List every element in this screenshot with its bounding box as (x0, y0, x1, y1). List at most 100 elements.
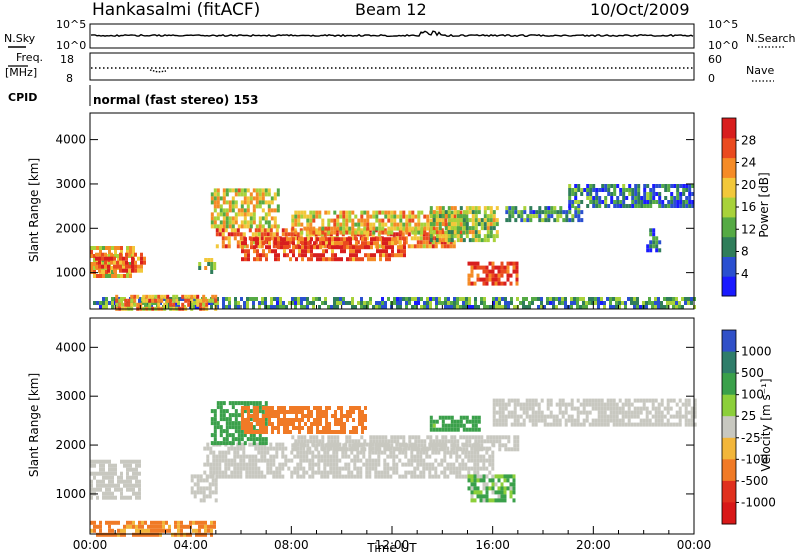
heatmap-cell (482, 498, 486, 503)
heatmap-cell (196, 490, 200, 495)
heatmap-cell (110, 260, 113, 265)
heatmap-cell (218, 450, 222, 455)
heatmap-cell (257, 450, 261, 455)
heatmap-cell (204, 258, 208, 262)
heatmap-cell (480, 238, 484, 243)
heatmap-cell (359, 450, 363, 455)
heatmap-cell (622, 204, 626, 208)
heatmap-cell (198, 520, 201, 525)
heatmap-cell (639, 305, 642, 309)
heatmap-cell (476, 462, 480, 467)
heatmap-cell (546, 398, 550, 403)
heatmap-cell (369, 447, 373, 452)
heatmap-cell (438, 439, 442, 444)
heatmap-cell (128, 252, 131, 257)
heatmap-cell (177, 520, 180, 525)
heatmap-cell (588, 410, 592, 415)
heatmap-cell (134, 260, 137, 265)
heatmap-cell (246, 301, 249, 305)
heatmap-cell (491, 269, 495, 274)
heatmap-cell (391, 249, 394, 254)
heatmap-cell (464, 466, 468, 471)
heatmap-cell (246, 200, 250, 205)
heatmap-cell (429, 214, 433, 219)
heatmap-cell (248, 462, 252, 467)
heatmap-cell (244, 237, 247, 242)
heatmap-cell (646, 196, 650, 200)
heatmap-cell (597, 398, 601, 403)
heatmap-cell (588, 398, 592, 403)
heatmap-cell (479, 277, 483, 282)
station-title: Hankasalmi (fitACF) (92, 0, 260, 20)
heatmap-cell (519, 402, 523, 407)
heatmap-cell (120, 471, 123, 476)
heatmap-cell (355, 237, 358, 242)
heatmap-cell (383, 462, 387, 467)
heatmap-cell (303, 443, 307, 448)
heatmap-cell (267, 212, 271, 217)
heatmap-cell (612, 398, 616, 403)
heatmap-cell (504, 447, 508, 452)
heatmap-cell (272, 462, 276, 467)
heatmap-cell (419, 462, 423, 467)
heatmap-cell (284, 232, 288, 237)
heatmap-cell (534, 414, 538, 419)
heatmap-cell (312, 435, 316, 440)
heatmap-cell (286, 245, 289, 250)
heatmap-cell (571, 214, 575, 219)
heatmap-cell (473, 466, 477, 471)
heatmap-cell (234, 437, 238, 442)
heatmap-cell (256, 418, 259, 422)
heatmap-cell (248, 454, 252, 459)
heatmap-cell (277, 253, 280, 258)
heatmap-cell (224, 470, 228, 475)
heatmap-cell (276, 301, 279, 305)
heatmap-cell (105, 471, 108, 476)
heatmap-cell (485, 494, 489, 499)
heatmap-cell (273, 297, 276, 301)
heatmap-cell (429, 238, 433, 243)
heatmap-cell (329, 466, 333, 471)
heatmap-cell (639, 422, 643, 427)
heatmap-cell (369, 435, 373, 440)
heatmap-cell (180, 524, 183, 529)
heatmap-cell (222, 208, 226, 213)
heatmap-cell (504, 402, 508, 407)
heatmap-cell (252, 425, 256, 430)
heatmap-cell (649, 244, 653, 249)
heatmap-cell (627, 422, 631, 427)
heatmap-cell (126, 487, 129, 492)
heatmap-cell (108, 250, 111, 254)
heatmap-cell (108, 262, 111, 266)
heatmap-cell (345, 218, 349, 223)
heatmap-cell (435, 230, 439, 235)
heatmap-cell (619, 204, 623, 208)
heatmap-cell (222, 188, 226, 193)
heatmap-cell (531, 414, 535, 419)
heatmap-cell (300, 301, 303, 305)
heatmap-cell (306, 218, 310, 223)
heatmap-cell (458, 474, 462, 479)
heatmap-cell (118, 302, 122, 307)
heatmap-cell (657, 301, 660, 305)
heatmap-cell (334, 422, 337, 426)
heatmap-cell (414, 439, 418, 444)
heatmap-cell (303, 439, 307, 444)
heatmap-cell (331, 237, 334, 242)
heatmap-cell (492, 406, 496, 411)
heatmap-cell (147, 532, 150, 537)
heatmap-cell (108, 524, 111, 529)
heatmap-cell (687, 301, 690, 305)
heatmap-cell (316, 257, 319, 262)
heatmap-cell (628, 188, 632, 192)
heatmap-cell (252, 441, 256, 446)
cpid-label: CPID (8, 91, 37, 104)
heatmap-cell (216, 196, 220, 201)
heatmap-cell (129, 250, 132, 254)
heatmap-cell (137, 264, 140, 269)
heatmap-cell (498, 297, 501, 301)
heatmap-cell (251, 454, 255, 459)
heatmap-cell (429, 301, 432, 305)
heatmap-cell (210, 524, 213, 529)
heatmap-cell (598, 188, 602, 192)
